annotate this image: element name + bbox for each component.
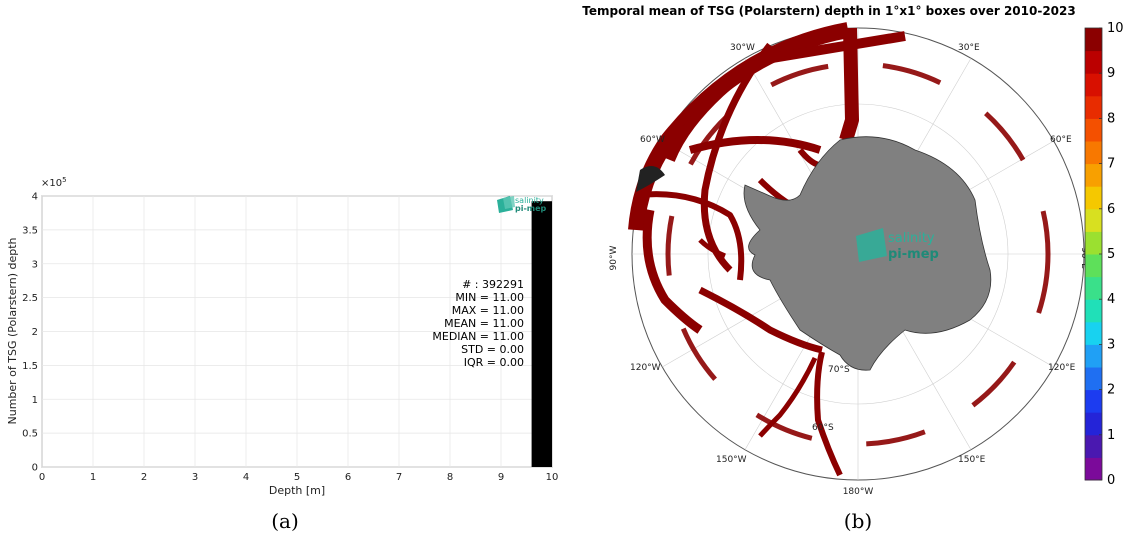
- statistics-box: # : 392291 MIN = 11.00 MAX = 11.00 MEAN …: [432, 278, 524, 369]
- histogram-panel: 0 1 2 3 4 5 6 7 8 9 10 0 0.5 1 1.5 2 2.5 3 3.5 4 Depth [m]…: [6, 176, 558, 533]
- lon-label-60e: 60°E: [1050, 135, 1072, 145]
- observation-tracks: [628, 22, 906, 477]
- south-america-tip: [636, 166, 665, 192]
- y-tick-label: 0: [32, 463, 38, 474]
- colorbar-segment: [1085, 118, 1102, 142]
- lon-label-60w: 60°W: [640, 135, 665, 145]
- lon-label-180w: 180°W: [843, 487, 874, 497]
- logo-text-pimep: pi-mep: [888, 247, 939, 262]
- x-tick-label: 1: [90, 472, 96, 483]
- lon-label-150e: 150°E: [958, 455, 986, 465]
- colorbar: [1084, 27, 1103, 481]
- colorbar-segment: [1085, 412, 1102, 436]
- colorbar-segment: [1085, 73, 1102, 97]
- colorbar-tick-label: 1: [1107, 428, 1115, 443]
- colorbar-tick-label: 10: [1107, 21, 1124, 36]
- colorbar-segment: [1085, 50, 1102, 74]
- x-tick-label: 4: [243, 472, 249, 483]
- polar-map-panel: Temporal mean of TSG (Polarstern) depth …: [582, 4, 1123, 533]
- salinity-logo-map: salinity pi-mep: [856, 228, 939, 262]
- x-tick-label: 0: [39, 472, 45, 483]
- colorbar-segment: [1085, 299, 1102, 323]
- colorbar-segment: [1085, 254, 1102, 278]
- y-tick-label: 3: [32, 259, 38, 270]
- lon-label-30e: 30°E: [958, 43, 980, 53]
- y-tick-label: 1: [32, 395, 38, 406]
- colorbar-segment: [1085, 163, 1102, 187]
- histogram-bar: [531, 201, 552, 468]
- colorbar-segment: [1085, 434, 1102, 458]
- y-tick-label: 0.5: [22, 429, 38, 440]
- stat-mean: MEAN = 11.00: [444, 317, 524, 330]
- lon-label-120e: 120°E: [1048, 363, 1076, 373]
- colorbar-segment: [1085, 276, 1102, 300]
- colorbar-tick-label: 9: [1107, 66, 1115, 81]
- colorbar-tick-label: 2: [1107, 383, 1115, 398]
- lon-label-150w: 150°W: [716, 455, 747, 465]
- colorbar-tick-label: 7: [1107, 157, 1115, 172]
- logo-mark-icon: [856, 228, 887, 262]
- y-tick-label: 3.5: [22, 225, 38, 236]
- histogram-bars: [531, 201, 552, 468]
- x-tick-label: 9: [498, 472, 504, 483]
- x-tick-label: 8: [447, 472, 453, 483]
- lon-label-90w: 90°W: [609, 245, 619, 270]
- histogram-grid: [41, 195, 553, 468]
- colorbar-ticks: 0 1 2 3 4 5 6 7 8 9 10: [1099, 21, 1124, 488]
- colorbar-segment: [1085, 321, 1102, 345]
- colorbar-segment: [1085, 95, 1102, 119]
- colorbar-segment: [1085, 367, 1102, 391]
- x-tick-label: 7: [396, 472, 402, 483]
- histogram-y-ticks: 0 0.5 1 1.5 2 2.5 3 3.5 4: [22, 192, 38, 474]
- stat-median: MEDIAN = 11.00: [432, 330, 524, 343]
- histogram-y-label: Number of TSG (Polarstern) depth: [6, 237, 19, 424]
- colorbar-segment: [1085, 231, 1102, 255]
- logo-text-pimep: pi-mep: [515, 204, 547, 213]
- x-tick-label: 10: [546, 472, 559, 483]
- colorbar-segment: [1085, 28, 1102, 52]
- stat-std: STD = 0.00: [461, 343, 524, 356]
- histogram-x-ticks: 0 1 2 3 4 5 6 7 8 9 10: [39, 472, 559, 483]
- colorbar-segment: [1085, 186, 1102, 210]
- y-exponent-label: ×105: [41, 176, 67, 189]
- colorbar-tick-label: 5: [1107, 247, 1115, 262]
- caption-b: (b): [844, 509, 872, 533]
- x-tick-label: 3: [192, 472, 198, 483]
- colorbar-segment: [1085, 389, 1102, 413]
- colorbar-tick-label: 3: [1107, 337, 1115, 352]
- colorbar-tick-label: 4: [1107, 292, 1115, 307]
- y-tick-label: 2: [32, 327, 38, 338]
- lon-label-90e: 90°E: [1079, 247, 1089, 269]
- lat-label-70s: 70°S: [828, 365, 850, 375]
- stat-iqr: IQR = 0.00: [464, 356, 524, 369]
- colorbar-segment: [1085, 344, 1102, 368]
- colorbar-segment: [1085, 141, 1102, 165]
- lon-label-30w: 30°W: [730, 43, 755, 53]
- y-tick-label: 1.5: [22, 361, 38, 372]
- colorbar-tick-label: 8: [1107, 111, 1115, 126]
- salinity-logo: salinity pi-mep: [497, 196, 547, 213]
- x-tick-label: 6: [345, 472, 351, 483]
- lat-label-60s: 60°S: [812, 423, 834, 433]
- x-tick-label: 5: [294, 472, 300, 483]
- map-coordinate-labels: 30°W 30°E 60°W 60°E 90°W 90°E 120°W 120°…: [609, 43, 1089, 497]
- x-tick-label: 2: [141, 472, 147, 483]
- logo-text-salinity: salinity: [888, 231, 935, 246]
- stat-min: MIN = 11.00: [455, 291, 524, 304]
- logo-text-salinity: salinity: [515, 196, 544, 205]
- colorbar-segment: [1085, 208, 1102, 232]
- y-tick-label: 4: [32, 192, 38, 203]
- colorbar-tick-label: 6: [1107, 202, 1115, 217]
- lon-label-120w: 120°W: [630, 363, 661, 373]
- map-title: Temporal mean of TSG (Polarstern) depth …: [582, 4, 1075, 18]
- colorbar-segment: [1085, 457, 1102, 481]
- stat-max: MAX = 11.00: [452, 304, 524, 317]
- track-ring: [665, 61, 1051, 447]
- histogram-x-label: Depth [m]: [269, 484, 325, 497]
- stat-count: # : 392291: [462, 278, 524, 291]
- colorbar-tick-label: 0: [1107, 473, 1115, 488]
- caption-a: (a): [271, 509, 299, 533]
- y-tick-label: 2.5: [22, 293, 38, 304]
